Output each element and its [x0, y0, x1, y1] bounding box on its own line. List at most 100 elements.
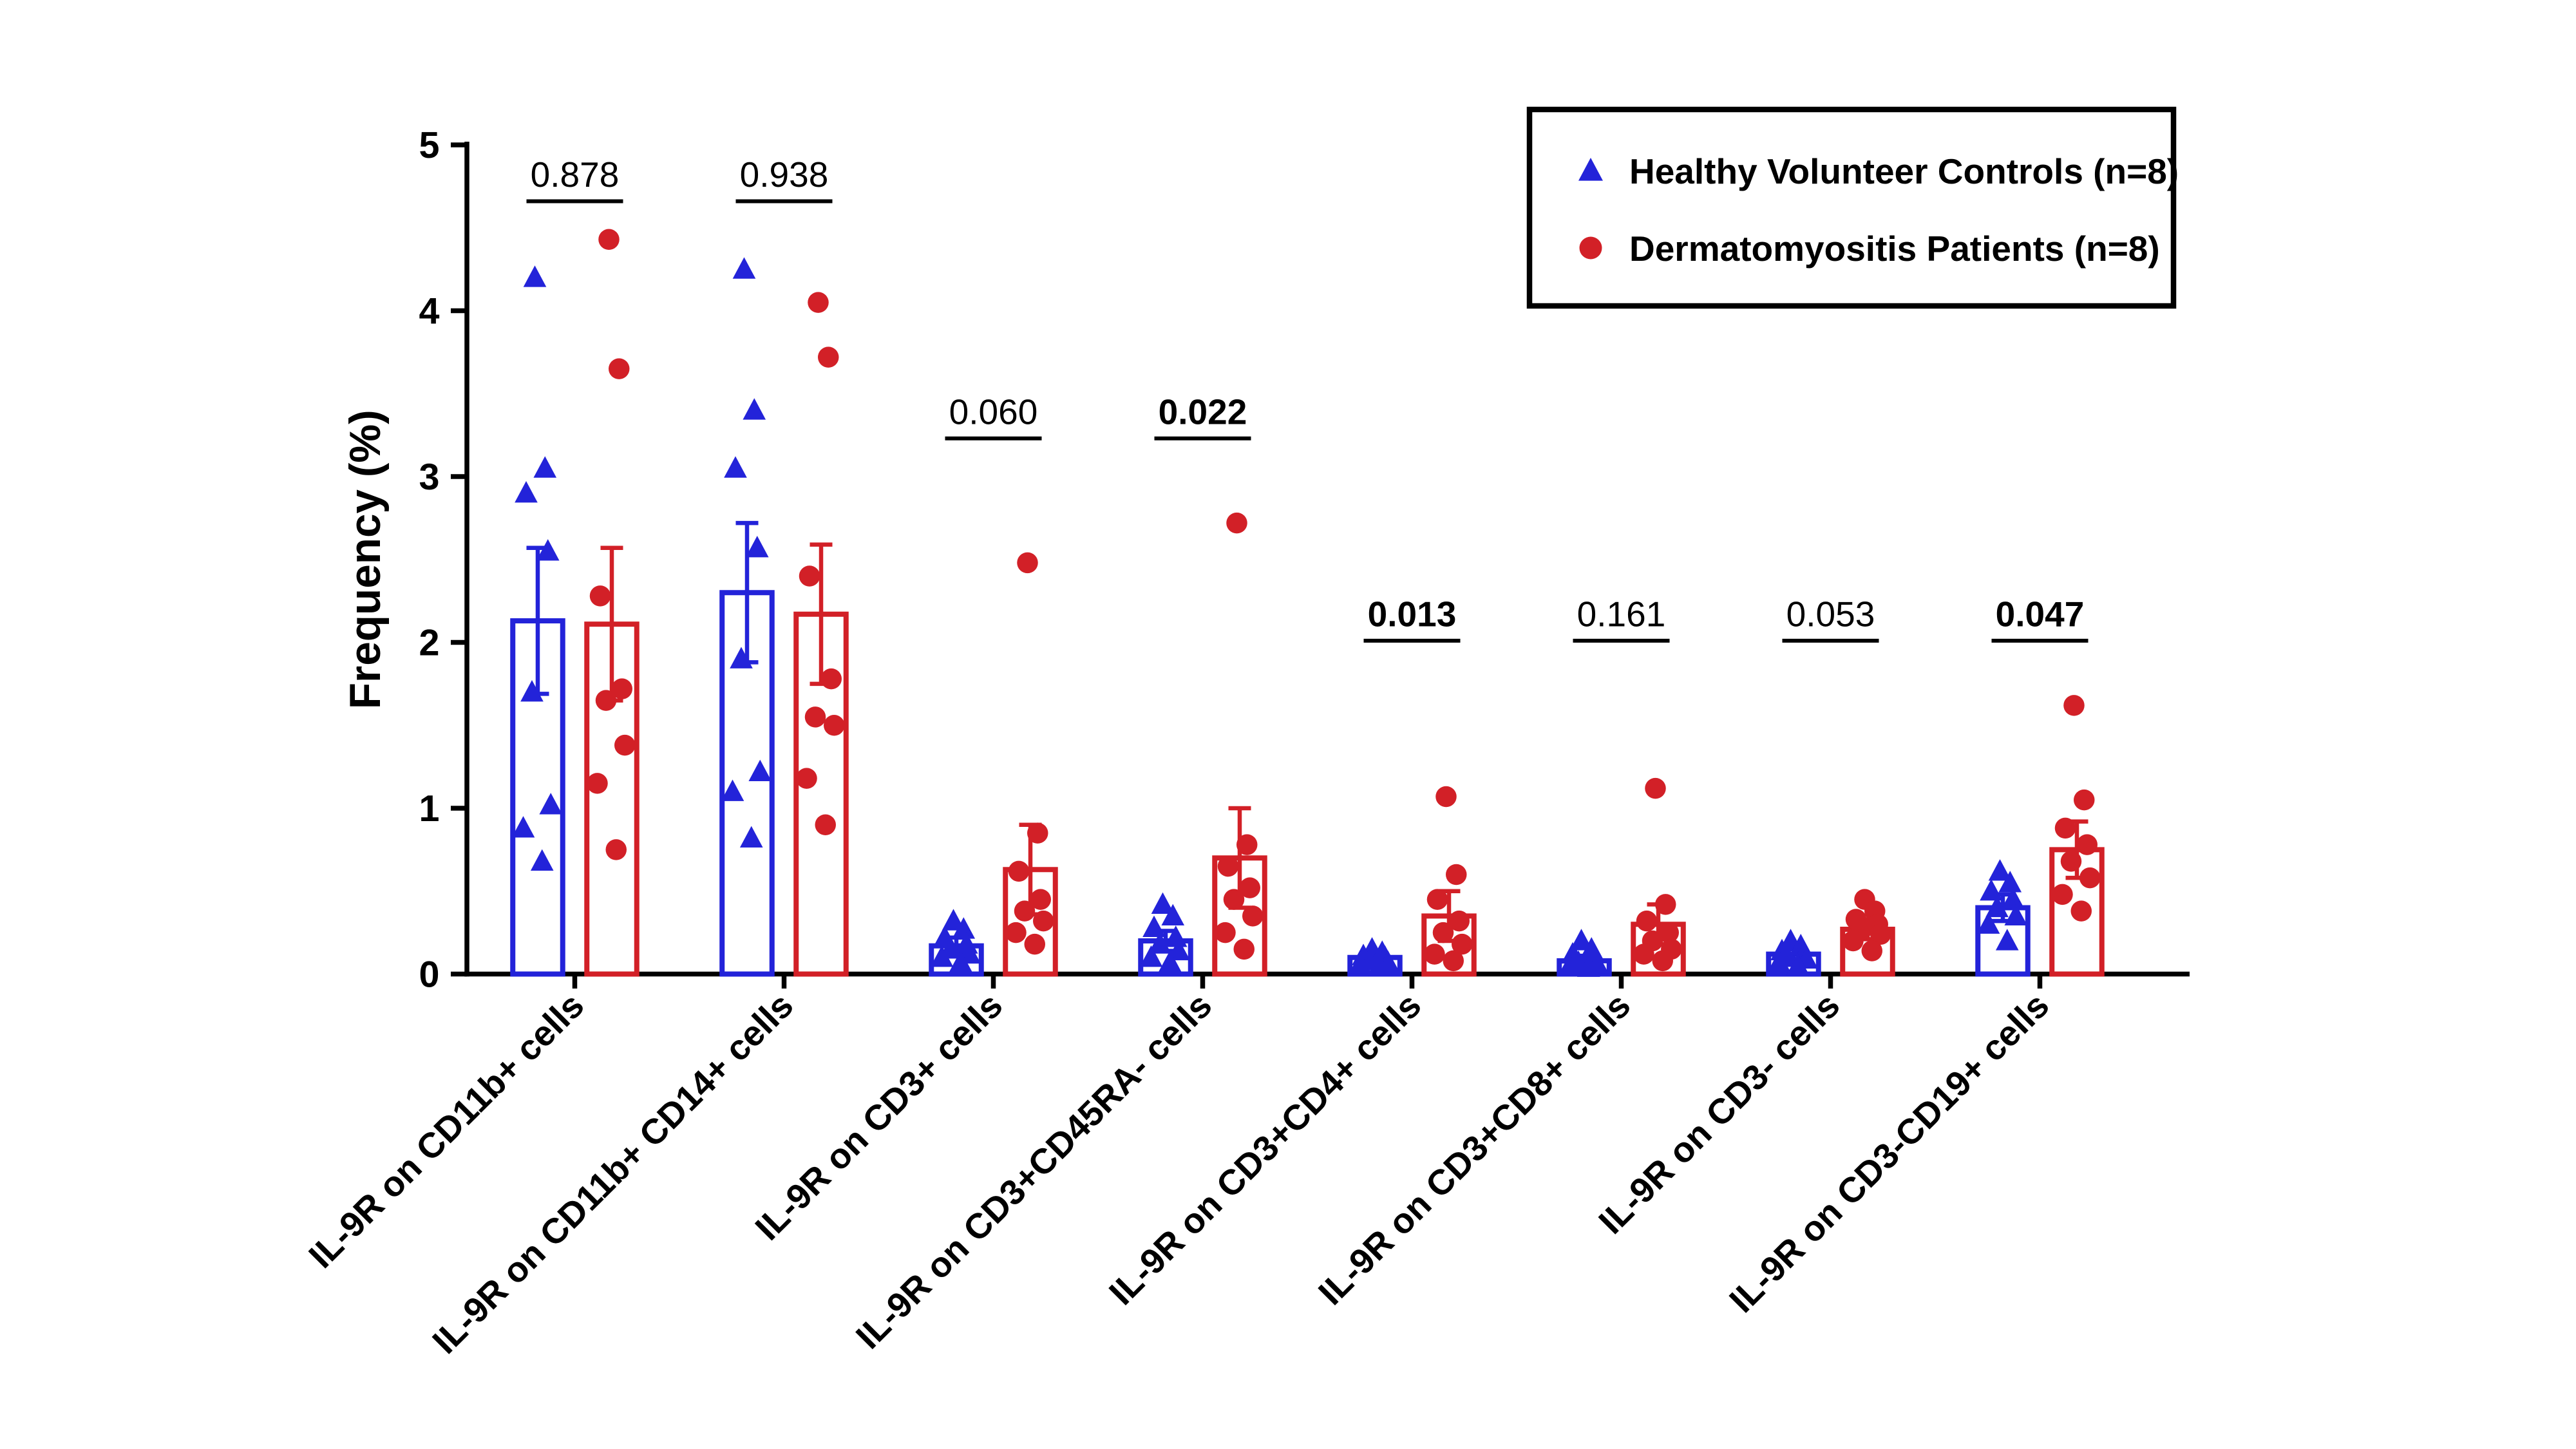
legend-label-series1: Dermatomyositis Patients (n=8)	[1629, 229, 2160, 269]
data-point-triangle	[1558, 953, 1582, 976]
data-point-circle	[808, 292, 829, 313]
data-point-triangle	[1142, 915, 1166, 938]
legend-marker-triangle	[1578, 158, 1603, 181]
data-point-circle	[2076, 834, 2098, 855]
data-point-circle	[587, 773, 608, 794]
legend-marker-circle	[1579, 236, 1602, 260]
data-point-triangle	[2001, 887, 2025, 909]
data-point-circle	[1655, 894, 1676, 915]
data-point-circle	[2063, 695, 2085, 716]
data-point-circle	[1658, 922, 1679, 943]
data-point-circle	[1027, 822, 1048, 844]
data-point-triangle	[1985, 895, 2009, 918]
data-point-triangle	[533, 456, 557, 478]
data-point-circle	[1448, 910, 1470, 932]
data-point-circle	[605, 839, 627, 860]
data-point-circle	[1424, 943, 1445, 965]
data-point-circle	[1242, 905, 1264, 927]
p-value-label: 0.938	[740, 155, 829, 194]
data-point-triangle	[523, 265, 547, 287]
data-point-circle	[1014, 900, 1036, 922]
data-point-circle	[2070, 900, 2092, 922]
data-point-circle	[1005, 922, 1027, 943]
data-point-triangle	[1161, 904, 1185, 925]
data-point-circle	[799, 565, 820, 587]
data-point-triangle	[1167, 938, 1191, 961]
data-point-circle	[1861, 940, 1882, 961]
data-point-circle	[1443, 950, 1464, 972]
data-point-triangle	[1569, 929, 1593, 951]
data-point-triangle	[1988, 859, 2012, 881]
data-point-circle	[1426, 889, 1448, 910]
y-tick-label: 5	[419, 125, 440, 166]
data-point-triangle	[1139, 945, 1163, 967]
data-point-circle	[1842, 930, 1864, 952]
data-point-circle	[1030, 889, 1051, 910]
data-point-circle	[611, 678, 632, 699]
data-point-triangle	[942, 909, 965, 931]
data-point-circle	[2054, 817, 2076, 839]
data-point-circle	[796, 768, 817, 789]
data-point-circle	[598, 229, 620, 251]
data-point-circle	[1870, 923, 1891, 945]
data-point-circle	[1446, 864, 1467, 886]
data-point-circle	[595, 690, 617, 711]
x-category-label: IL-9R on CD3- cells	[1591, 985, 1847, 1242]
p-value-label: 0.047	[1996, 594, 2085, 634]
legend-label-series0: Healthy Volunteer Controls (n=8)	[1629, 151, 2179, 191]
data-point-circle	[2074, 789, 2095, 811]
data-point-triangle	[530, 849, 554, 871]
data-point-triangle	[1767, 950, 1791, 972]
data-point-circle	[820, 668, 842, 690]
y-tick-label: 0	[419, 954, 440, 996]
p-value-label: 0.022	[1159, 392, 1247, 431]
data-point-triangle	[745, 535, 769, 558]
data-point-circle	[2060, 851, 2082, 872]
data-point-triangle	[2004, 904, 2028, 925]
data-point-triangle	[952, 917, 976, 939]
data-point-triangle	[1786, 953, 1810, 976]
data-point-triangle	[511, 816, 535, 838]
data-point-triangle	[949, 950, 972, 972]
data-point-triangle	[721, 779, 744, 801]
p-value-label: 0.878	[531, 155, 620, 194]
data-point-circle	[2052, 884, 2073, 905]
data-point-triangle	[732, 257, 756, 279]
data-point-triangle	[1158, 950, 1182, 972]
data-point-circle	[1452, 933, 1473, 955]
data-point-triangle	[1164, 925, 1188, 947]
p-value-label: 0.161	[1577, 594, 1666, 634]
x-category-label: IL-9R on CD11b+ CD14+ cells	[424, 985, 800, 1361]
data-point-circle	[1645, 777, 1666, 799]
data-point-triangle	[724, 456, 747, 478]
data-point-circle	[1636, 910, 1658, 932]
data-point-triangle	[1151, 892, 1175, 914]
x-category-label: IL-9R on CD3+CD45RA- cells	[848, 985, 1220, 1357]
data-point-triangle	[515, 481, 538, 503]
data-point-triangle	[743, 398, 766, 420]
data-point-circle	[614, 734, 636, 756]
data-point-circle	[1024, 933, 1045, 955]
data-point-triangle	[539, 793, 563, 815]
p-value-label: 0.060	[949, 392, 1038, 431]
data-point-circle	[1236, 834, 1258, 855]
data-point-triangle	[739, 826, 763, 848]
data-point-circle	[818, 346, 839, 368]
data-point-circle	[1215, 922, 1236, 943]
data-point-circle	[2079, 867, 2101, 889]
data-point-circle	[1239, 877, 1260, 898]
data-point-triangle	[1995, 929, 2019, 951]
y-tick-label: 3	[419, 457, 440, 498]
data-point-circle	[1223, 889, 1245, 910]
y-tick-label: 2	[419, 623, 440, 664]
data-point-triangle	[536, 539, 560, 561]
data-point-triangle	[1976, 912, 2000, 934]
data-point-circle	[1008, 860, 1030, 882]
data-point-triangle	[930, 945, 954, 967]
data-point-circle	[589, 585, 611, 607]
data-point-circle	[1633, 943, 1654, 965]
data-point-circle	[1033, 910, 1054, 932]
data-point-triangle	[1349, 952, 1372, 974]
